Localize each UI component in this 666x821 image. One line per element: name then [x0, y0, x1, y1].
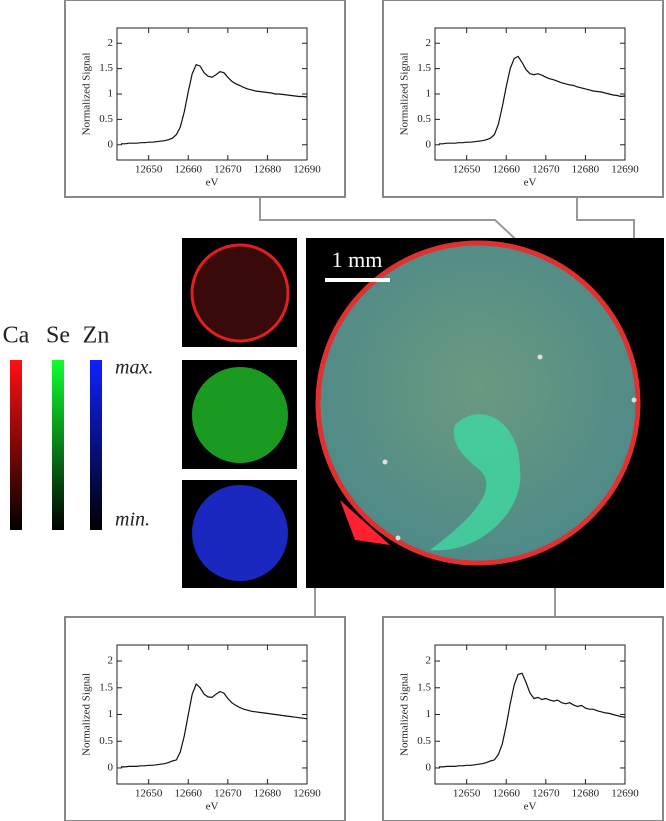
y-tick-label: 0.5	[417, 113, 431, 125]
y-axis-label: Normalized Signal	[399, 53, 411, 136]
x-tick-label: 12680	[572, 788, 600, 800]
x-tick-label: 12690	[611, 164, 639, 176]
probe-point	[631, 397, 637, 403]
se-disk	[192, 367, 288, 463]
chart-frame	[382, 616, 664, 821]
x-tick-label: 12690	[611, 788, 639, 800]
chart-frame	[382, 0, 664, 198]
x-axis-label: eV	[206, 801, 219, 813]
min-label: min.	[115, 509, 150, 531]
spectrum-line	[121, 682, 308, 768]
x-axis-label: eV	[524, 801, 537, 813]
spectrum-line	[439, 672, 626, 768]
ca-region	[340, 500, 390, 545]
x-tick-label: 12670	[532, 164, 560, 176]
y-tick-label: 0.5	[99, 113, 113, 125]
x-tick-label: 12650	[453, 164, 481, 176]
y-tick-label: 0	[108, 761, 114, 773]
x-tick-label: 12660	[493, 788, 521, 800]
x-tick-label: 12680	[254, 164, 282, 176]
sample-disk	[315, 240, 641, 566]
spectrum-line	[121, 63, 308, 145]
y-axis-label: Normalized Signal	[81, 673, 93, 756]
y-tick-label: 1	[426, 88, 432, 100]
y-tick-label: 1.5	[99, 62, 113, 74]
colorbar-se	[52, 360, 64, 530]
x-tick-label: 12660	[493, 164, 521, 176]
x-tick-label: 12670	[214, 164, 242, 176]
y-tick-label: 1	[108, 88, 114, 100]
ca-disk	[190, 243, 290, 343]
x-tick-label: 12650	[453, 788, 481, 800]
chart-frame	[64, 0, 346, 198]
scale-bar	[325, 278, 390, 282]
y-tick-label: 1.5	[99, 681, 113, 693]
y-tick-label: 0.5	[99, 735, 113, 747]
y-tick-label: 1	[108, 708, 114, 720]
x-tick-label: 12680	[572, 164, 600, 176]
max-label: max.	[115, 357, 153, 379]
y-tick-label: 1.5	[417, 681, 431, 693]
x-axis-label: eV	[524, 177, 537, 189]
y-tick-label: 1	[426, 708, 432, 720]
y-axis-label: Normalized Signal	[399, 673, 411, 756]
y-tick-label: 2	[108, 655, 114, 667]
x-tick-label: 12680	[254, 788, 282, 800]
x-tick-label: 12670	[214, 788, 242, 800]
x-tick-label: 12650	[135, 788, 163, 800]
colorbar-ca	[10, 360, 22, 530]
y-tick-label: 0.5	[417, 735, 431, 747]
colorbar-zn	[90, 360, 102, 530]
y-tick-label: 2	[426, 655, 432, 667]
channel-label: Ca	[3, 323, 30, 349]
y-axis-label: Normalized Signal	[81, 53, 93, 136]
chart-frame	[64, 616, 346, 821]
scale-bar-label: 1 mm	[332, 247, 383, 272]
spectrum-line	[439, 55, 626, 145]
zn-disk	[192, 485, 288, 581]
probe-point	[395, 535, 401, 541]
probe-point	[382, 459, 388, 465]
x-tick-label: 12650	[135, 164, 163, 176]
y-tick-label: 2	[108, 37, 114, 49]
y-tick-label: 0	[426, 761, 432, 773]
se-region	[430, 414, 521, 551]
x-tick-label: 12690	[293, 164, 321, 176]
channel-label: Se	[46, 323, 70, 349]
x-tick-label: 12660	[175, 164, 203, 176]
y-tick-label: 0	[426, 138, 432, 150]
x-tick-label: 12670	[532, 788, 560, 800]
probe-point	[537, 354, 543, 360]
x-tick-label: 12660	[175, 788, 203, 800]
x-tick-label: 12690	[293, 788, 321, 800]
y-tick-label: 2	[426, 37, 432, 49]
channel-label: Zn	[83, 323, 110, 349]
y-tick-label: 1.5	[417, 62, 431, 74]
y-tick-label: 0	[108, 138, 114, 150]
x-axis-label: eV	[206, 177, 219, 189]
